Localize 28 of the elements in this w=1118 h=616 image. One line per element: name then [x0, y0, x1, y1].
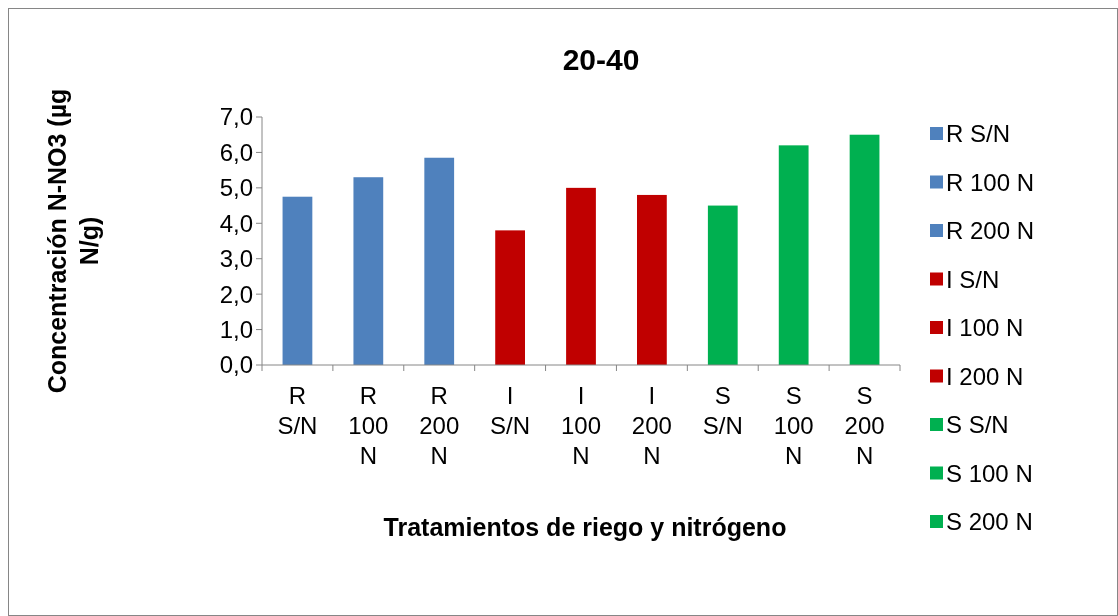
y-tick-label: 6,0: [219, 138, 253, 166]
x-tick-label: I 100 N: [560, 382, 602, 469]
x-tick-label: S 200 N: [844, 382, 885, 469]
y-tick-label: 7,0: [219, 103, 253, 131]
y-tick-label: 2,0: [219, 280, 253, 308]
x-tick-label: R S/N: [277, 382, 318, 439]
y-axis-title: Concentración N-NO3 (µg N/g): [43, 88, 103, 394]
legend-label: I 200 N: [946, 362, 1024, 390]
legend-label: S 200 N: [946, 508, 1033, 536]
x-tick-label: S S/N: [702, 382, 743, 439]
legend-label: S 100 N: [946, 459, 1033, 487]
x-tick-label: I 200 N: [631, 382, 672, 469]
x-axis-title: Tratamientos de riego y nitrógeno: [383, 513, 787, 541]
x-tick-label: S 100 N: [773, 382, 814, 469]
x-tick-label: R 100 N: [348, 382, 389, 469]
legend-label: R 200 N: [946, 217, 1035, 245]
y-tick-label: 4,0: [219, 209, 253, 237]
legend-label: I S/N: [946, 265, 1000, 293]
y-tick-label: 1,0: [219, 315, 253, 343]
x-tick-label: I S/N: [490, 382, 531, 439]
x-tick-label: R 200 N: [419, 382, 460, 469]
legend-label: R S/N: [946, 120, 1011, 148]
y-tick-label: 3,0: [219, 245, 253, 273]
y-tick-label: 0,0: [219, 351, 253, 379]
legend-label: R 100 N: [946, 168, 1035, 196]
legend-label: I 100 N: [946, 314, 1024, 342]
y-tick-label: 5,0: [219, 174, 253, 202]
chart-title: 20-40: [562, 43, 640, 76]
